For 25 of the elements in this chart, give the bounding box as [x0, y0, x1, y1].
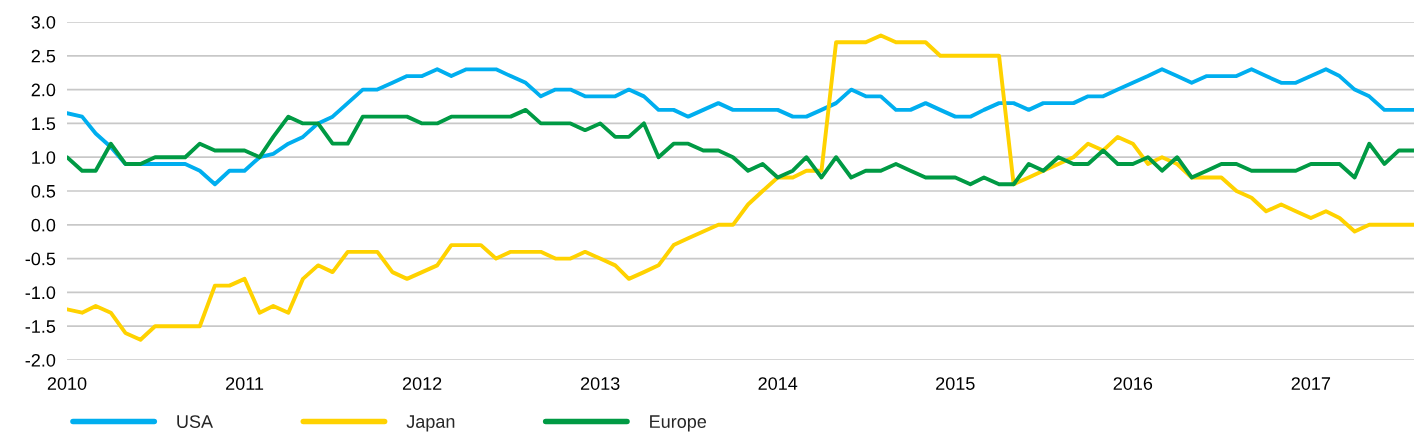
legend-label: USA: [177, 415, 214, 428]
x-tick-label: 2014: [758, 377, 798, 390]
x-tick-label: 2013: [580, 377, 620, 390]
y-tick-label: -1.5: [25, 320, 56, 333]
y-tick-label: -0.5: [25, 252, 56, 266]
y-tick-label: 0.5: [31, 184, 56, 198]
line-series: [67, 67, 1414, 187]
y-tick-label: -2.0: [25, 353, 56, 367]
y-tick-label: 3.0: [31, 15, 56, 29]
x-tick-label: 2017: [1291, 377, 1331, 390]
line-series: [67, 33, 1414, 342]
x-tick-label: 2015: [936, 377, 975, 390]
x-tick-label: 2011: [226, 377, 264, 390]
y-tick-label: 1.5: [32, 117, 56, 131]
legend-label: Japan: [406, 415, 455, 432]
y-tick-label: 1.0: [32, 151, 56, 164]
x-tick-label: 2010: [47, 377, 87, 390]
line-series: [67, 107, 1414, 187]
legend-label: Europe: [650, 415, 707, 432]
y-tick-label: 0.0: [31, 218, 56, 232]
y-tick-label: 2.0: [31, 83, 56, 97]
x-tick-label: 2016: [1113, 377, 1153, 390]
y-tick-label: 2.5: [31, 49, 56, 63]
y-tick-label: -1.0: [25, 286, 56, 300]
x-tick-label: 2012: [402, 377, 442, 390]
